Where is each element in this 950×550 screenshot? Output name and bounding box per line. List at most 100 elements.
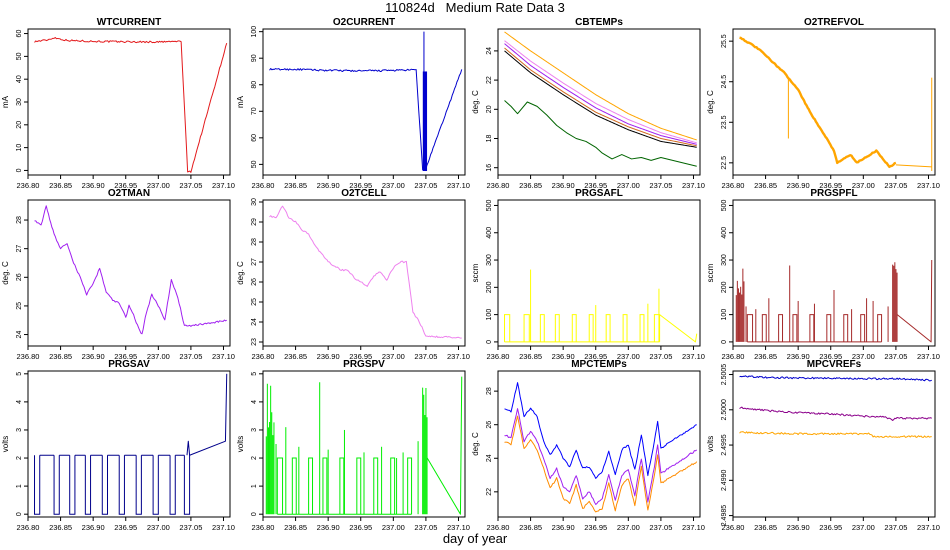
y-tick-label: 500 — [721, 200, 728, 212]
x-tick-label: 237.05 — [884, 352, 907, 361]
x-tick-label: 237.05 — [179, 352, 202, 361]
x-tick-label: 236.95 — [114, 181, 137, 190]
x-tick-label: 237.00 — [617, 352, 640, 361]
y-tick-label: 18 — [486, 135, 493, 143]
series-mpctemp1 — [504, 382, 697, 479]
panel-o2tcell: O2TCELL deg. C 236.80 236.85 236.90 236.95 237… — [236, 188, 470, 361]
y-tick-label: 0 — [486, 340, 493, 344]
series-cbtemp1 — [504, 31, 697, 141]
x-tick-label: 236.95 — [819, 181, 842, 190]
panel-cbtemps: CBTEMPs deg. C 236.80 236.85 236.90 236.95 237… — [471, 17, 705, 190]
y-tick-label: 60 — [16, 30, 23, 38]
y-tick-label: 2.4985 — [721, 505, 728, 527]
x-tick-label: 236.85 — [49, 181, 72, 190]
series-prgsafl — [504, 314, 661, 343]
panel-o2current: O2CURRENT mA 236.80 236.85 236.90 236.95 237.0… — [236, 17, 470, 190]
panel-title: O2CURRENT — [333, 17, 395, 28]
panel-title: PRGSAFL — [575, 188, 623, 199]
panel-title: PRGSPFL — [810, 188, 857, 199]
plot-area — [34, 205, 227, 335]
x-tick-label: 236.80 — [487, 523, 510, 532]
y-tick-label: 80 — [251, 81, 258, 89]
x-tick-label: 237.00 — [617, 181, 640, 190]
x-tick-label: 237.10 — [682, 352, 705, 361]
series-mpctemp3 — [504, 415, 698, 513]
plot-area — [504, 269, 698, 343]
series-o2tman — [34, 205, 227, 335]
x-tick-label: 236.90 — [787, 523, 810, 532]
x-tick-label: 236.90 — [552, 181, 575, 190]
y-tick-label: 27 — [251, 258, 258, 266]
series-o2trefvol-tail — [895, 164, 932, 168]
x-tick-label: 237.00 — [147, 352, 170, 361]
x-tick-label: 236.80 — [722, 181, 745, 190]
x-tick-label: 237.10 — [447, 181, 470, 190]
x-tick-label: 236.85 — [49, 352, 72, 361]
series-prgspfl — [746, 314, 883, 343]
y-tick-label: 23 — [251, 338, 258, 346]
y-tick-label: 100 — [251, 26, 258, 38]
x-tick-label: 237.05 — [884, 523, 907, 532]
plot-frame — [27, 370, 231, 518]
y-tick-label: 100 — [721, 309, 728, 321]
series-prgspfl-tail — [896, 260, 933, 343]
x-tick-label: 236.80 — [722, 352, 745, 361]
x-tick-label: 236.80 — [252, 352, 275, 361]
y-axis-label: deg. C — [706, 90, 715, 114]
y-tick-label: 3 — [251, 428, 258, 432]
x-tick-label: 237.10 — [917, 181, 940, 190]
x-tick-label: 236.85 — [519, 352, 542, 361]
x-tick-label: 237.00 — [617, 523, 640, 532]
panel-o2tman: O2TMAN deg. C 236.80 236.85 236.90 236.95 237.… — [1, 188, 235, 361]
x-tick-label: 237.10 — [447, 523, 470, 532]
x-tick-label: 236.95 — [114, 352, 137, 361]
plot-area — [504, 31, 697, 167]
plot-area — [269, 205, 462, 339]
y-tick-label: 27 — [16, 245, 23, 253]
page-title: 110824d Medium Rate Data 3 — [385, 0, 565, 15]
panel-mpcvrefs: MPCVREFs volts 236.80 236.85 236.90 236.95 237… — [706, 359, 940, 532]
y-tick-label: 4 — [16, 400, 23, 404]
plot-area — [34, 373, 228, 515]
y-axis-label: volts — [236, 436, 245, 452]
series-cbtemp5 — [504, 50, 697, 148]
plot-area — [739, 36, 933, 171]
x-tick-label: 237.10 — [682, 523, 705, 532]
y-axis-label: volts — [1, 436, 10, 452]
y-tick-label: 200 — [486, 281, 493, 293]
y-tick-label: 100 — [486, 309, 493, 321]
panel-prgsafl: PRGSAFL sccm 236.80 236.85 236.90 236.95 237.0… — [471, 188, 705, 361]
y-tick-label: 2.5005 — [721, 364, 728, 386]
y-tick-label: 30 — [16, 98, 23, 106]
x-tick-label: 237.10 — [917, 352, 940, 361]
panel-prgspfl: PRGSPFL sccm 236.80 236.85 236.90 236.95 237.0… — [706, 188, 940, 361]
plot-area — [34, 36, 228, 173]
x-tick-label: 236.90 — [317, 352, 340, 361]
x-tick-label: 236.80 — [487, 352, 510, 361]
y-tick-label: 22.5 — [721, 156, 728, 170]
panel-prgsav: PRGSAV volts 236.80 236.85 236.90 236.95 237.0… — [1, 359, 235, 532]
y-axis-label: sccm — [471, 263, 480, 282]
x-tick-label: 236.95 — [349, 352, 372, 361]
plot-frame — [732, 370, 936, 518]
series-mpcvref1 — [739, 375, 932, 382]
plot-frame — [262, 28, 466, 176]
x-tick-label: 237.10 — [682, 181, 705, 190]
y-tick-label: 25 — [251, 298, 258, 306]
plot-area — [504, 382, 698, 513]
x-axis-label: day of year — [442, 531, 508, 546]
plot-frame — [262, 199, 466, 347]
x-tick-label: 236.85 — [754, 181, 777, 190]
series-prgspv-tail — [426, 376, 463, 515]
x-tick-label: 236.85 — [49, 523, 72, 532]
y-axis-label: deg. C — [471, 90, 480, 114]
y-tick-label: 5 — [251, 372, 258, 376]
x-tick-label: 236.80 — [252, 181, 275, 190]
x-tick-label: 236.80 — [17, 181, 40, 190]
x-tick-label: 236.85 — [519, 181, 542, 190]
y-tick-label: 26 — [486, 421, 493, 429]
x-tick-label: 236.95 — [349, 523, 372, 532]
y-tick-label: 200 — [721, 281, 728, 293]
y-axis-label: deg. C — [471, 432, 480, 456]
